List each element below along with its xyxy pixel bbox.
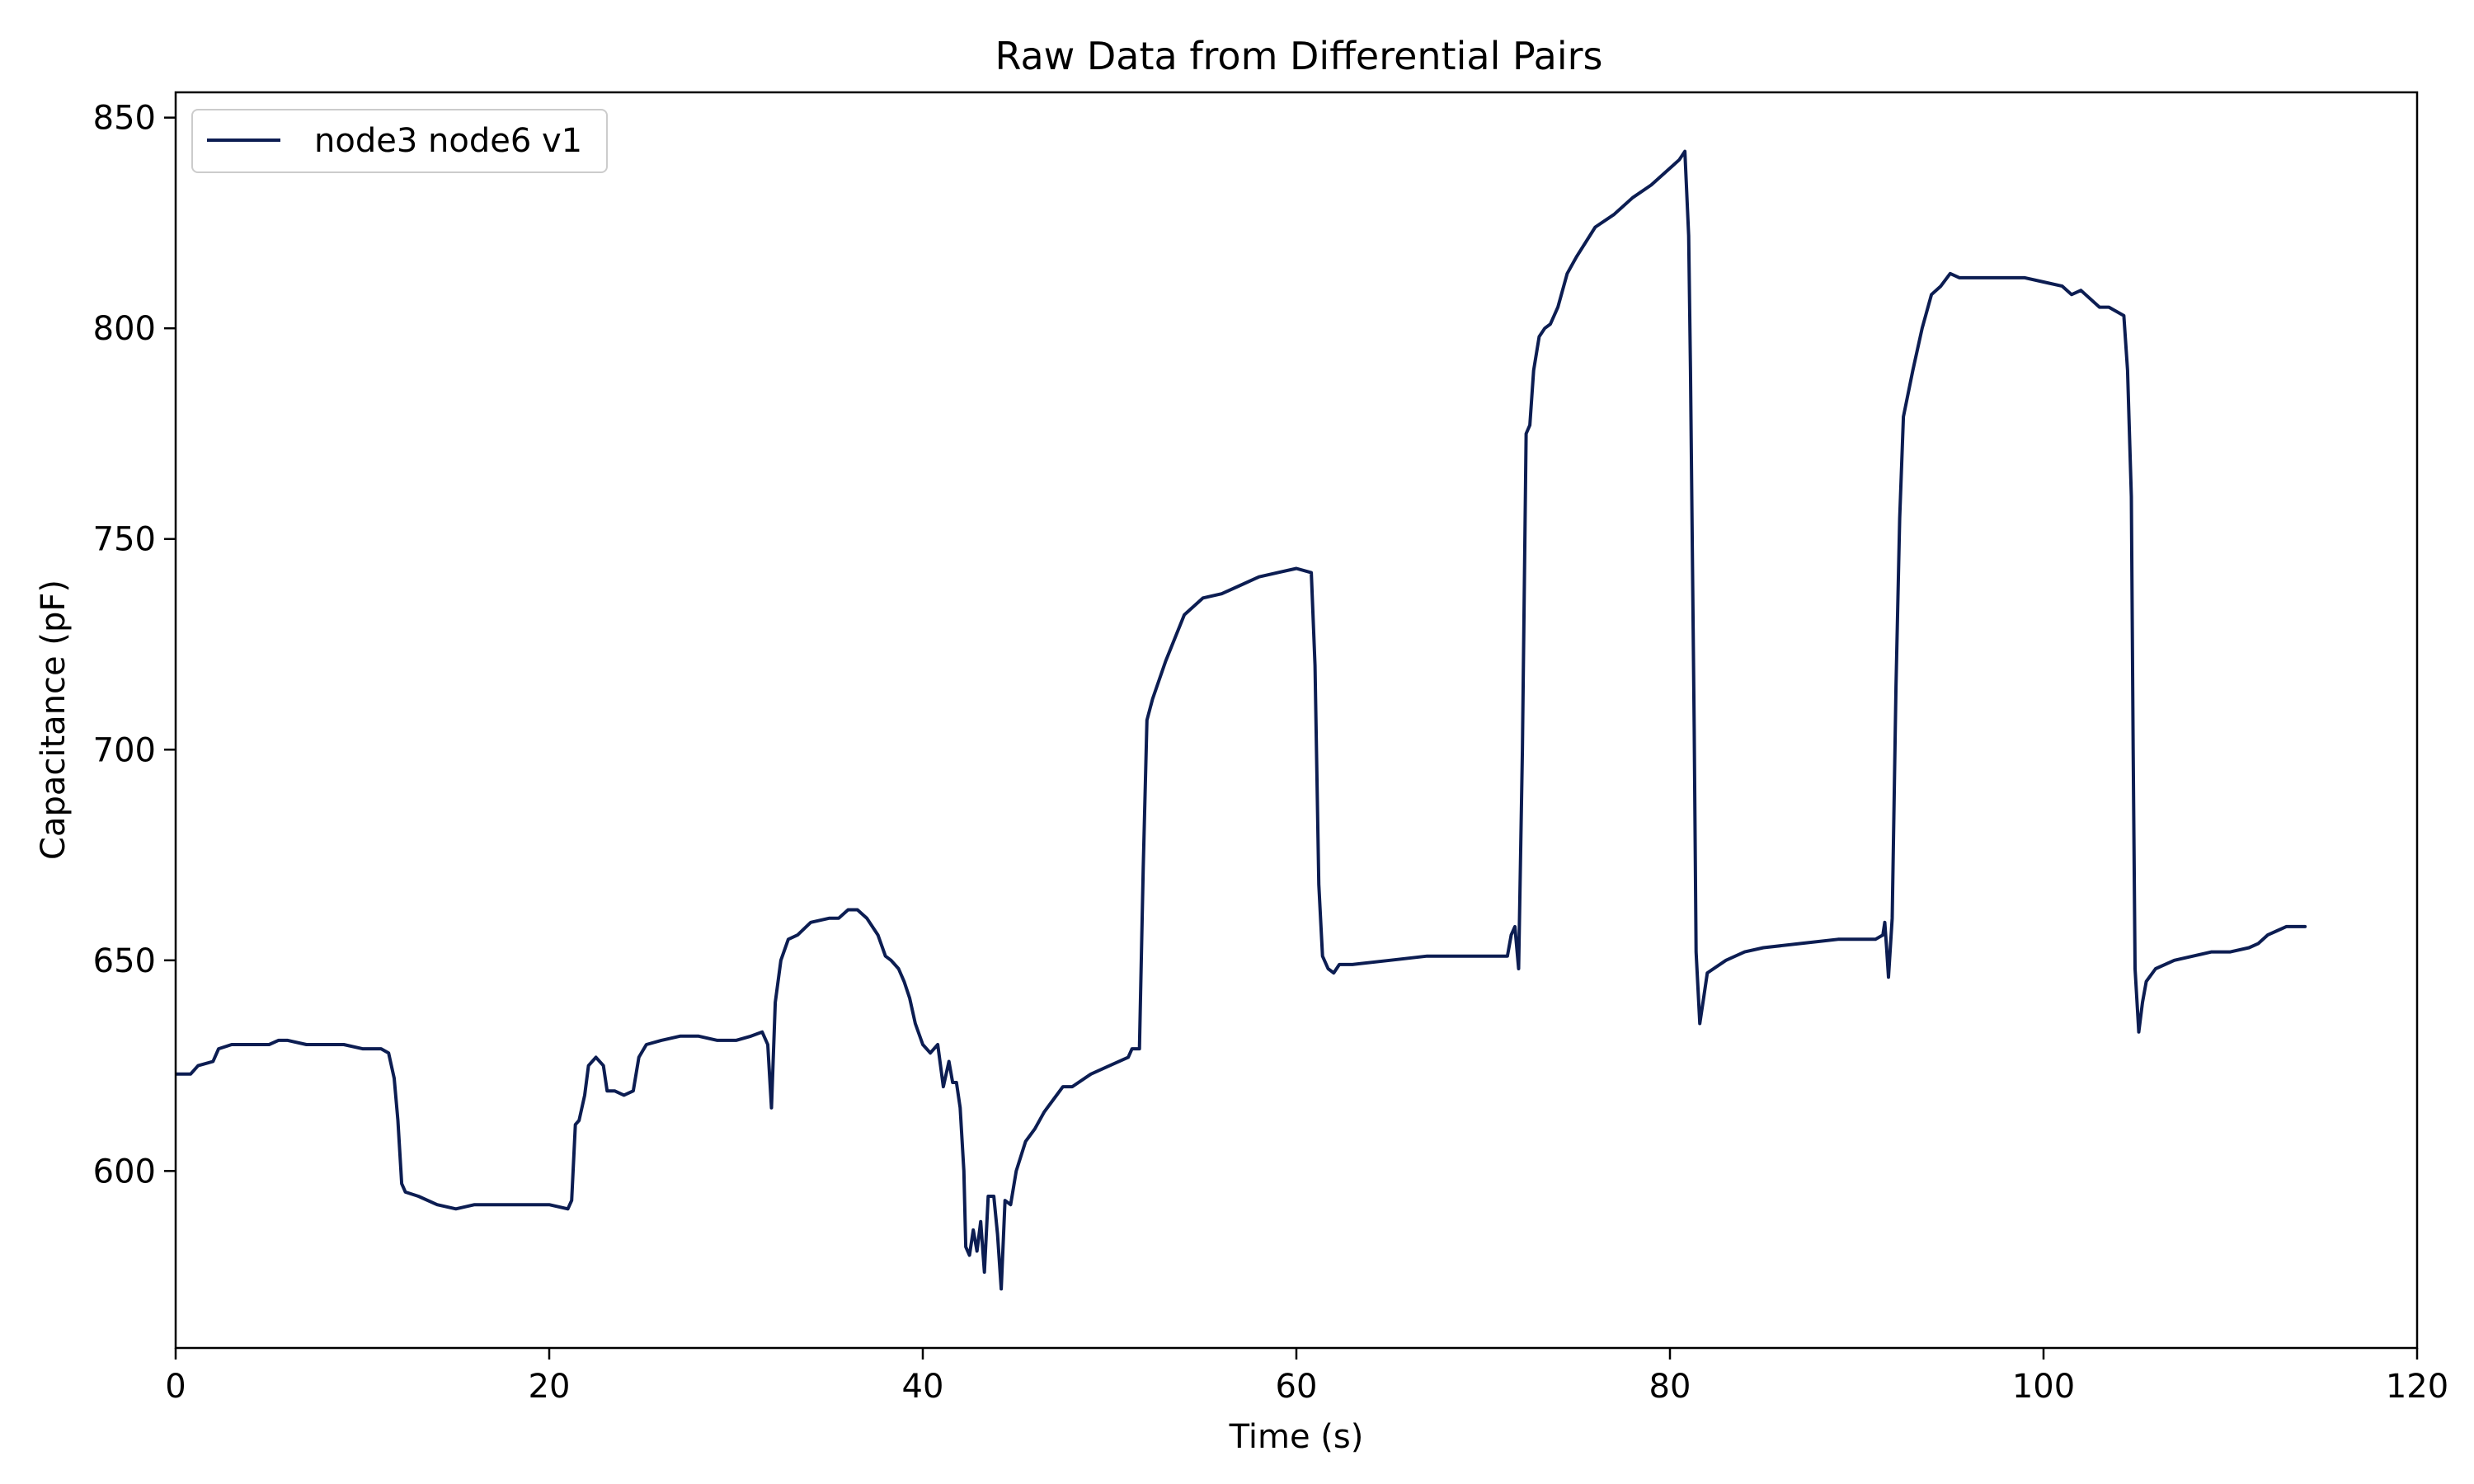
y-tick-label: 800 xyxy=(93,310,156,348)
x-tick-label: 20 xyxy=(529,1368,571,1406)
legend: node3 node6 v1 xyxy=(191,109,608,173)
y-tick-label: 750 xyxy=(93,521,156,559)
x-tick-label: 60 xyxy=(1276,1368,1318,1406)
x-axis-label: Time (s) xyxy=(1229,1418,1364,1456)
y-axis: 600 650 700 750 800 850 xyxy=(93,100,176,1190)
x-tick-label: 80 xyxy=(1649,1368,1691,1406)
series-group xyxy=(176,149,2307,1291)
x-axis: 0 20 40 60 80 100 120 xyxy=(165,1348,2448,1406)
series-line-0 xyxy=(176,149,2307,1291)
y-axis-label: Capacitance (pF) xyxy=(35,580,73,860)
chart-title: Raw Data from Differential Pairs xyxy=(995,34,1603,78)
legend-box xyxy=(191,109,608,173)
y-tick-label: 600 xyxy=(93,1153,156,1190)
x-tick-label: 0 xyxy=(165,1368,186,1406)
y-tick-label: 700 xyxy=(93,731,156,769)
y-tick-label: 850 xyxy=(93,100,156,138)
legend-entry-label: node3 node6 v1 xyxy=(314,122,582,160)
x-tick-label: 40 xyxy=(902,1368,944,1406)
x-tick-label: 120 xyxy=(2386,1368,2448,1406)
y-tick-label: 650 xyxy=(93,942,156,980)
x-tick-label: 100 xyxy=(2012,1368,2075,1406)
